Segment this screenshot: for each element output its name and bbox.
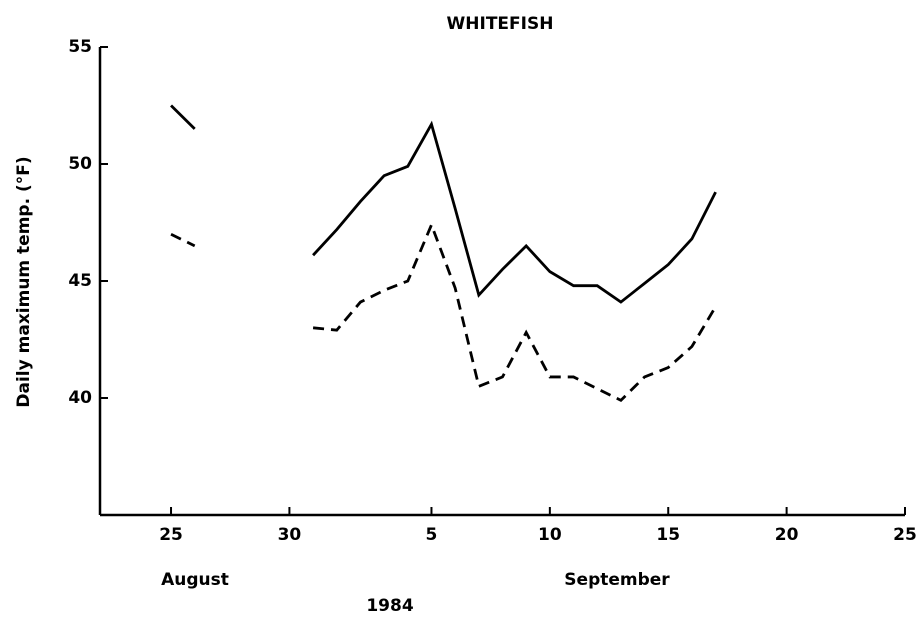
x-tick-label: 30 xyxy=(278,525,302,545)
x-tick-label: 5 xyxy=(426,525,438,545)
x-tick-label: 25 xyxy=(893,525,917,545)
chart-title: WHITEFISH xyxy=(447,14,554,34)
month-label: August xyxy=(161,570,229,590)
y-tick-label: 45 xyxy=(68,271,92,291)
x-tick-label: 20 xyxy=(775,525,799,545)
y-tick-label: 55 xyxy=(68,37,92,57)
x-tick-label: 10 xyxy=(538,525,562,545)
y-axis-label: Daily maximum temp. (°F) xyxy=(14,156,34,407)
x-tick-label: 25 xyxy=(159,525,183,545)
series-line xyxy=(170,104,717,304)
x-tick-label: 15 xyxy=(656,525,680,545)
series-line xyxy=(170,221,717,403)
month-label: September xyxy=(564,570,670,590)
x-axis-label: 1984 xyxy=(366,596,413,616)
y-tick-label: 50 xyxy=(68,154,92,174)
y-tick-label: 40 xyxy=(68,388,92,408)
